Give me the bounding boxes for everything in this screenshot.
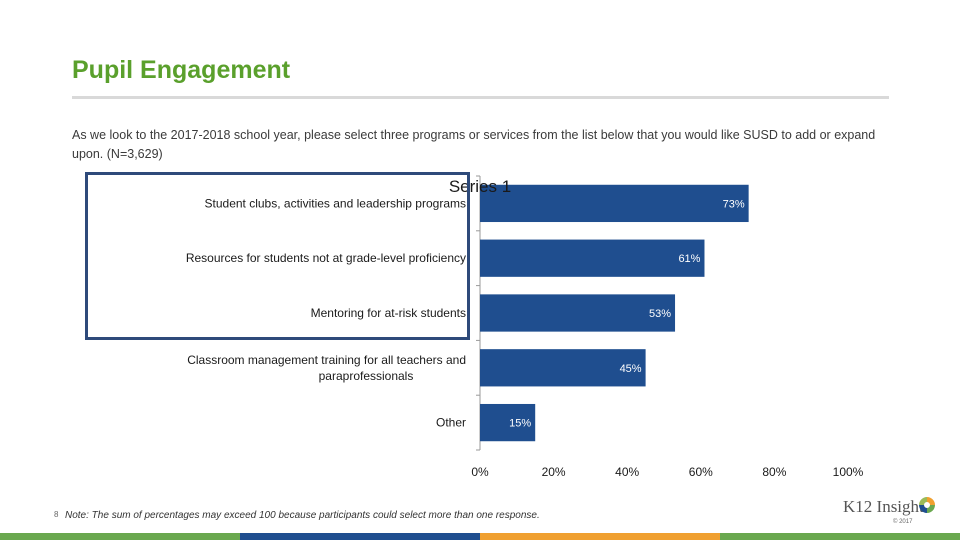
data-label: 45% [620,363,642,375]
survey-question: As we look to the 2017-2018 school year,… [72,128,876,161]
logo: K12 Insight [843,497,924,517]
logo-text: K12 Insight [843,497,924,516]
bar [480,349,646,387]
data-label: 53% [649,308,671,320]
data-label: 15% [509,418,531,430]
bottom-color-bar [0,533,960,540]
category-label: Classroom management training for all te… [187,353,466,367]
data-label: 73% [723,198,745,210]
bar [480,184,749,223]
x-tick-label: 80% [762,465,786,479]
category-label: Other [436,416,466,430]
bottom-bar-segment [720,533,960,540]
highlight-box [85,172,470,340]
category-label: paraprofessionals [319,369,414,383]
bottom-bar-segment [480,533,720,540]
logo-icon [919,497,935,513]
footnote: Note: The sum of percentages may exceed … [65,510,540,521]
bar-chart: 73% Student clubs, activities and leaders… [186,175,864,479]
copyright: © 2017 [893,519,913,525]
bar [480,239,705,277]
x-tick-label: 20% [542,465,566,479]
data-label: 61% [678,253,700,265]
x-tick-label: 40% [615,465,639,479]
bar [480,294,676,332]
x-tick-label: 60% [689,465,713,479]
title-divider [72,96,889,99]
chart-title: Series 1 [449,177,511,196]
page-number: 8 [54,510,59,519]
category-label: Student clubs, activities and leadership… [205,196,466,210]
x-tick-label: 100% [833,465,864,479]
bottom-bar-segment [240,533,480,540]
x-tick-label: 0% [471,465,489,479]
category-label: Mentoring for at-risk students [311,306,466,320]
category-label: Resources for students not at grade-leve… [186,251,466,265]
page-title: Pupil Engagement [72,56,291,84]
bar [480,403,536,442]
bottom-bar-segment [0,533,240,540]
